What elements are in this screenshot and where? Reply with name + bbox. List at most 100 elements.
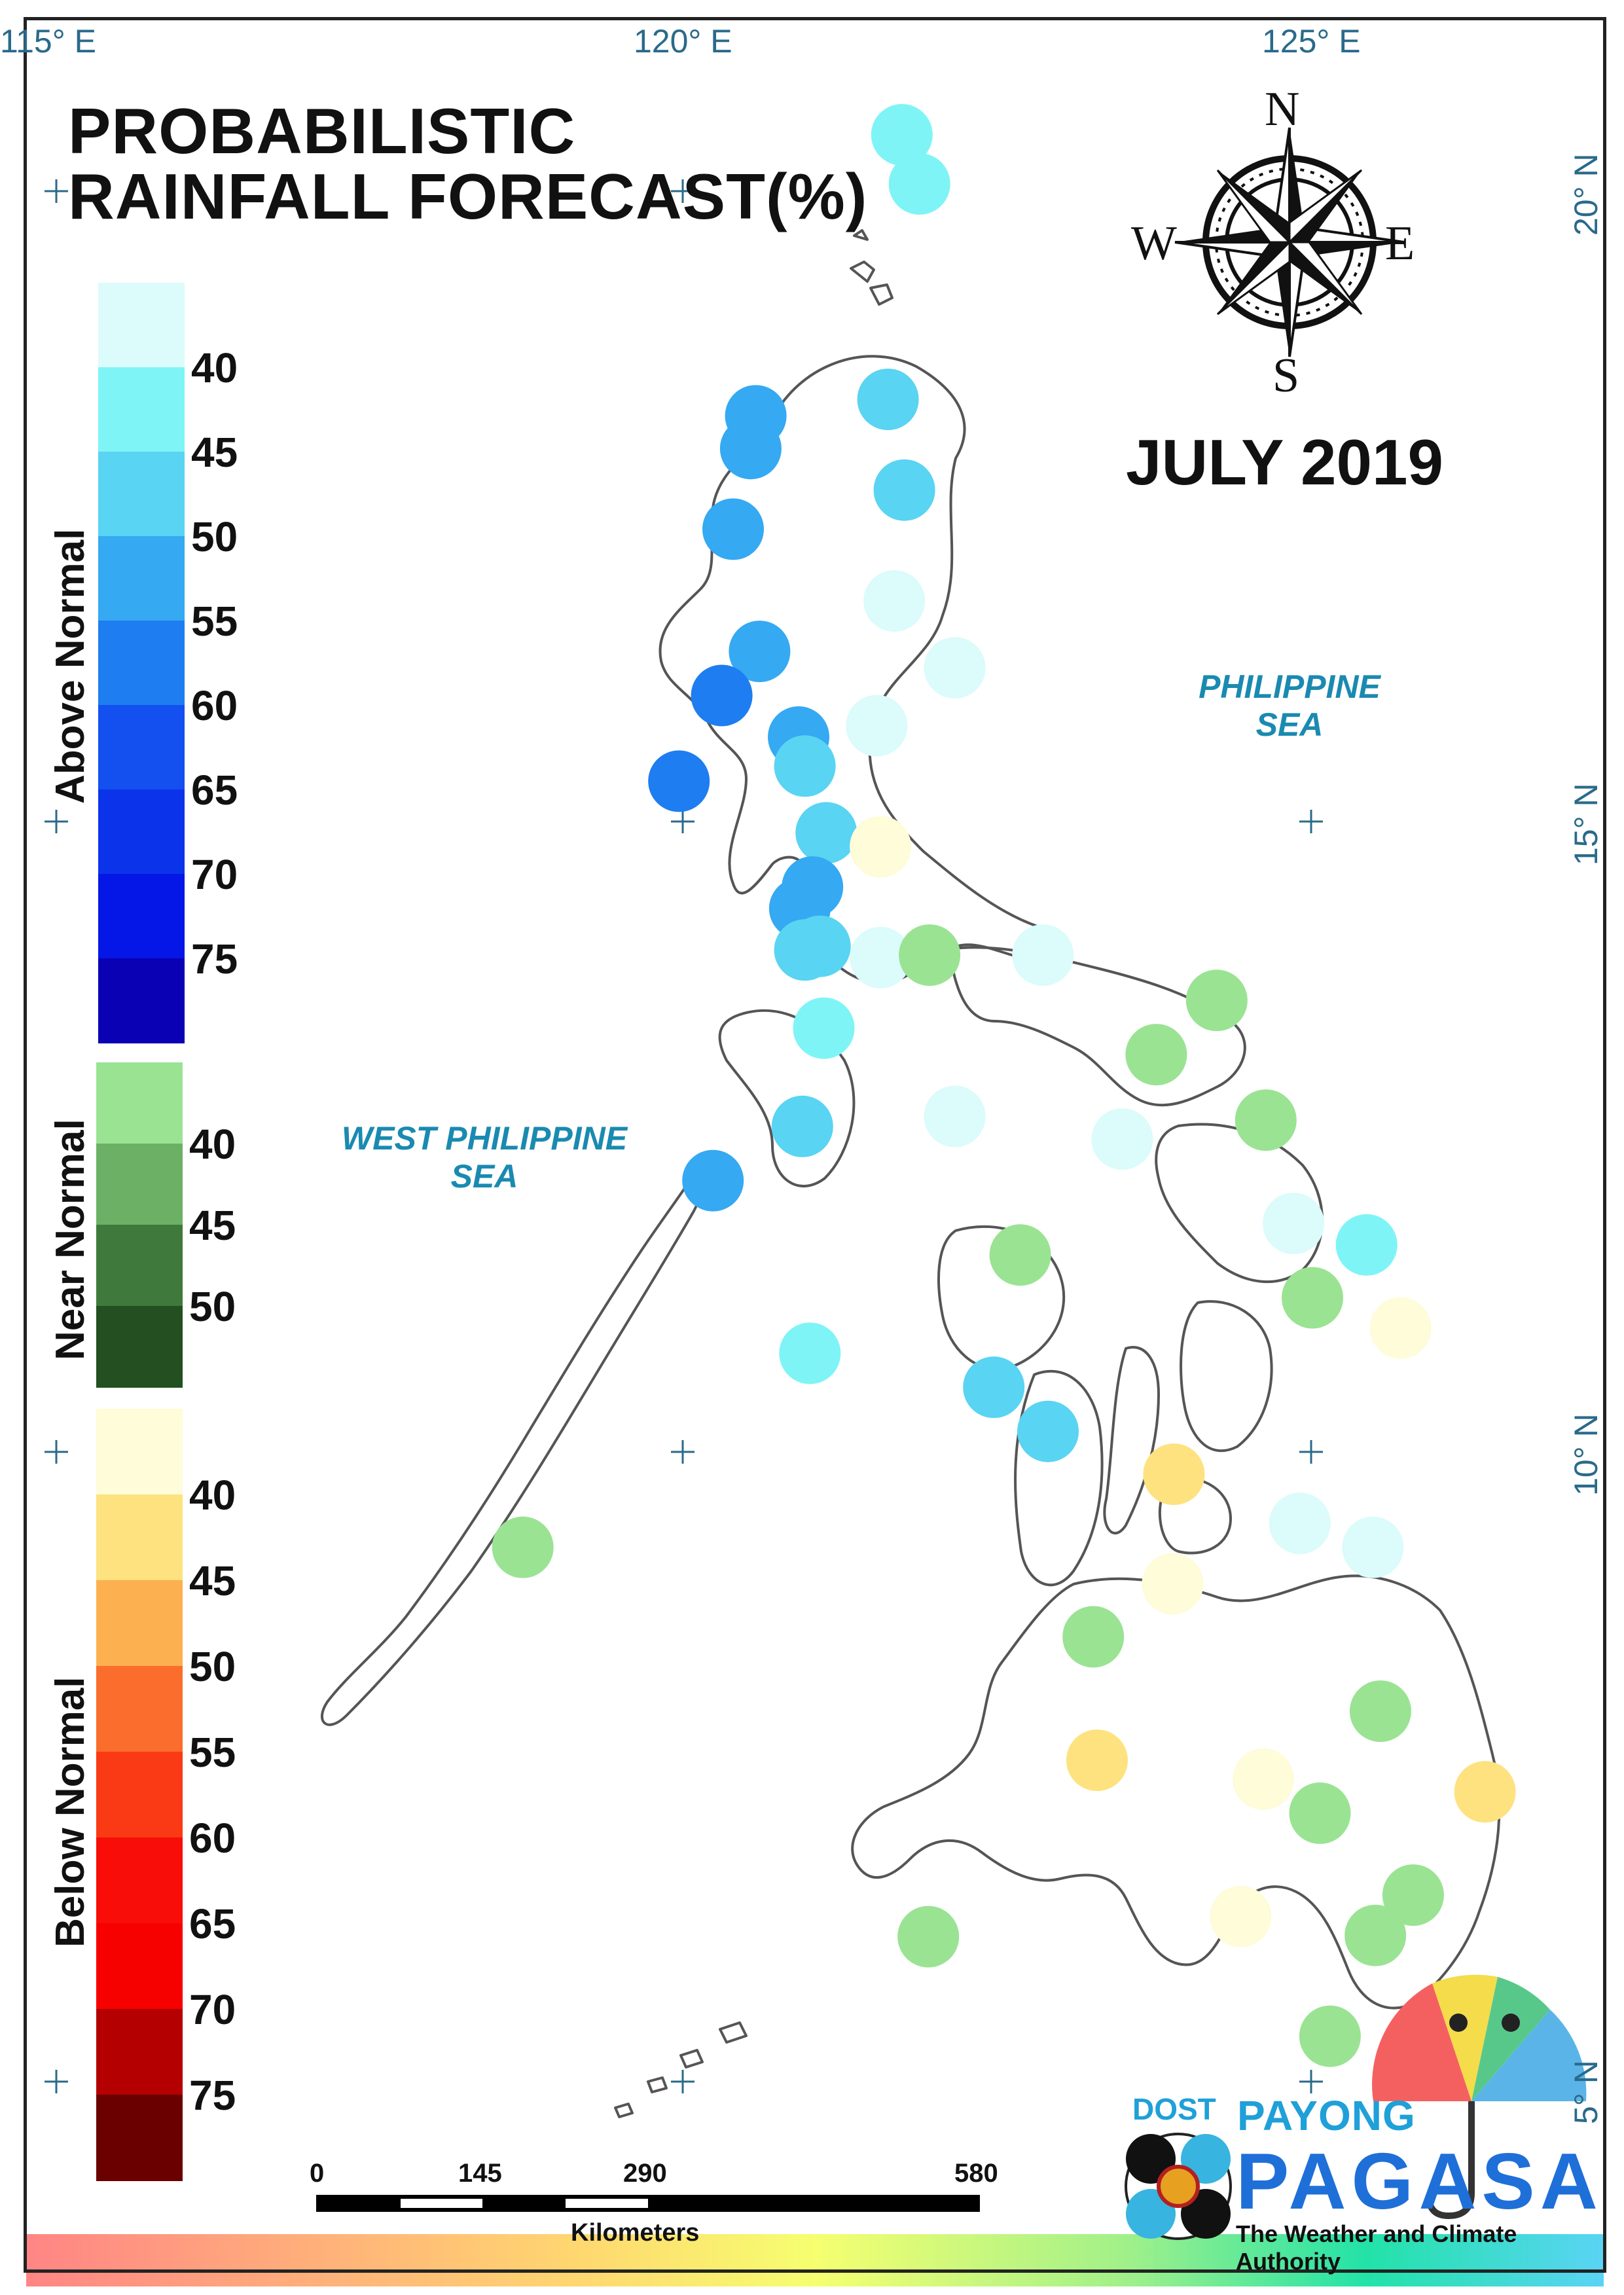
legend-swatch-near bbox=[96, 1306, 183, 1388]
lat-label-10: 10° N bbox=[1568, 1413, 1604, 1496]
legend-swatch-below bbox=[96, 1494, 183, 1581]
legend-swatch-above bbox=[98, 958, 185, 1043]
west-philippine-sea-label: WEST PHILIPPINE SEA bbox=[314, 1119, 655, 1195]
legend-label-near: 40 bbox=[189, 1121, 236, 1168]
station-marker bbox=[492, 1516, 554, 1578]
legend-swatch-above bbox=[98, 789, 185, 875]
station-marker bbox=[1344, 1904, 1407, 1966]
station-marker bbox=[793, 997, 855, 1059]
map-title-line-1: PROBABILISTIC bbox=[68, 95, 576, 167]
scale-unit: Kilometers bbox=[571, 2219, 700, 2247]
legend-label-above: 75 bbox=[191, 935, 238, 983]
legend-swatch-above bbox=[98, 621, 185, 706]
legend-label-above: 55 bbox=[191, 598, 238, 645]
scale-label-145: 145 bbox=[458, 2159, 502, 2188]
station-marker bbox=[863, 570, 926, 632]
legend-label-above: 65 bbox=[191, 767, 238, 814]
station-marker bbox=[1017, 1400, 1079, 1462]
station-marker bbox=[1282, 1267, 1343, 1329]
lon-label-115: 115° E bbox=[0, 23, 96, 60]
philippine-sea-label: PHILIPPINE SEA bbox=[1165, 668, 1414, 744]
west-philippine-sea-line-2: SEA bbox=[450, 1158, 518, 1195]
station-marker bbox=[1062, 1606, 1125, 1668]
legend-swatch-above bbox=[98, 452, 185, 537]
scale-label-580: 580 bbox=[954, 2159, 998, 2188]
station-marker bbox=[899, 924, 961, 986]
station-marker bbox=[1342, 1516, 1404, 1578]
station-marker bbox=[897, 1906, 960, 1968]
compass-east: E bbox=[1385, 217, 1415, 270]
station-marker bbox=[924, 1085, 986, 1148]
legend-title-above: Above Normal bbox=[48, 528, 93, 804]
station-marker bbox=[1269, 1492, 1331, 1555]
station-marker bbox=[1143, 1443, 1205, 1506]
station-marker bbox=[1289, 1782, 1351, 1844]
legend-swatch-below bbox=[96, 2095, 183, 2181]
legend-label-near: 50 bbox=[189, 1283, 236, 1330]
station-marker bbox=[1349, 1680, 1411, 1743]
legend-label-above: 50 bbox=[191, 513, 238, 560]
station-marker bbox=[989, 1224, 1051, 1286]
compass-south: S bbox=[1272, 349, 1300, 403]
bottom-color-strip bbox=[26, 2234, 1604, 2286]
station-marker bbox=[1066, 1729, 1128, 1792]
lon-label-120: 120° E bbox=[634, 23, 732, 60]
station-markers bbox=[492, 103, 1516, 2067]
legend-title-near: Near Normal bbox=[48, 1119, 93, 1360]
legend-label-below: 45 bbox=[189, 1557, 236, 1604]
legend-swatch-above bbox=[98, 536, 185, 621]
scale-label-290: 290 bbox=[623, 2159, 667, 2188]
legend-label-above: 60 bbox=[191, 682, 238, 729]
station-marker bbox=[1142, 1553, 1204, 1615]
station-marker bbox=[1185, 969, 1248, 1032]
station-marker bbox=[1299, 2005, 1361, 2067]
station-marker bbox=[850, 926, 912, 988]
station-marker bbox=[1210, 1885, 1272, 1947]
legend-swatch-above bbox=[98, 283, 185, 368]
map-frame bbox=[24, 17, 1606, 2273]
legend-label-above: 70 bbox=[191, 851, 238, 898]
pagasa-label: PAGASA bbox=[1236, 2137, 1603, 2226]
legend-swatch-near bbox=[96, 1144, 183, 1225]
station-marker bbox=[729, 621, 791, 683]
legend-swatch-below bbox=[96, 1837, 183, 1924]
station-marker bbox=[1263, 1193, 1325, 1255]
station-marker bbox=[795, 802, 857, 864]
philippine-sea-line-1: PHILIPPINE bbox=[1199, 668, 1380, 705]
scale-bar bbox=[316, 2195, 980, 2212]
station-marker bbox=[1233, 1748, 1294, 1810]
forecast-month: JULY 2019 bbox=[1126, 426, 1443, 498]
station-marker bbox=[648, 750, 710, 812]
station-marker bbox=[719, 418, 782, 480]
station-marker bbox=[1235, 1089, 1297, 1151]
legend-swatch-above bbox=[98, 874, 185, 959]
station-marker bbox=[1012, 924, 1074, 986]
dost-label: DOST bbox=[1132, 2092, 1216, 2126]
legend-label-below: 40 bbox=[189, 1472, 236, 1519]
legend-label-below: 60 bbox=[189, 1815, 236, 1862]
station-marker bbox=[1125, 1024, 1187, 1086]
station-marker bbox=[1091, 1108, 1153, 1170]
station-marker bbox=[682, 1149, 744, 1212]
station-marker bbox=[857, 369, 919, 431]
station-marker bbox=[771, 1095, 833, 1157]
philippine-sea-line-2: SEA bbox=[1255, 706, 1324, 743]
station-marker bbox=[871, 103, 933, 166]
lat-label-20: 20° N bbox=[1568, 153, 1604, 236]
legend-color-bars bbox=[96, 283, 185, 2181]
legend-swatch-below bbox=[96, 1580, 183, 1667]
dost-logo-icon bbox=[1125, 2133, 1232, 2240]
legend-swatch-near bbox=[96, 1062, 183, 1144]
west-philippine-sea-line-1: WEST PHILIPPINE bbox=[341, 1120, 628, 1157]
compass-west: W bbox=[1131, 217, 1177, 270]
legend-swatch-below bbox=[96, 1923, 183, 2010]
station-marker bbox=[924, 637, 986, 699]
station-marker bbox=[1335, 1214, 1398, 1276]
legend-label-above: 45 bbox=[191, 429, 238, 476]
station-marker bbox=[1454, 1761, 1516, 1823]
legend-label-below: 50 bbox=[189, 1643, 236, 1690]
pagasa-tagline: The Weather and Climate Authority bbox=[1236, 2220, 1517, 2275]
legend-label-above: 40 bbox=[191, 344, 238, 391]
legend-label-near: 45 bbox=[189, 1202, 236, 1249]
